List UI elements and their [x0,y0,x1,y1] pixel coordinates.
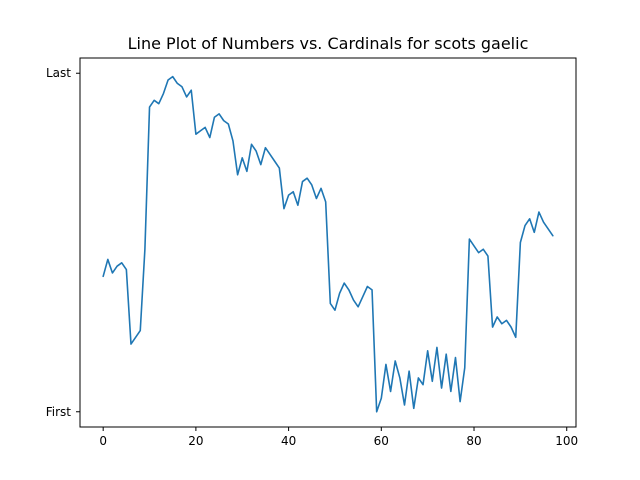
x-tick-label: 60 [374,434,389,448]
y-tick-label: First [46,405,72,419]
x-tick-label: 80 [466,434,481,448]
plot-frame [79,57,577,428]
series-group [102,75,554,413]
x-axis-ticks: 0 20 40 60 80 100 [99,427,578,448]
x-tick-label: 100 [555,434,578,448]
chart-title: Line Plot of Numbers vs. Cardinals for s… [128,34,529,53]
x-tick-label: 0 [99,434,107,448]
y-axis-ticks: First Last [46,66,80,419]
x-tick-label: 40 [281,434,296,448]
series-line [102,75,554,413]
y-tick-label: Last [46,66,71,80]
x-tick-label: 20 [188,434,203,448]
